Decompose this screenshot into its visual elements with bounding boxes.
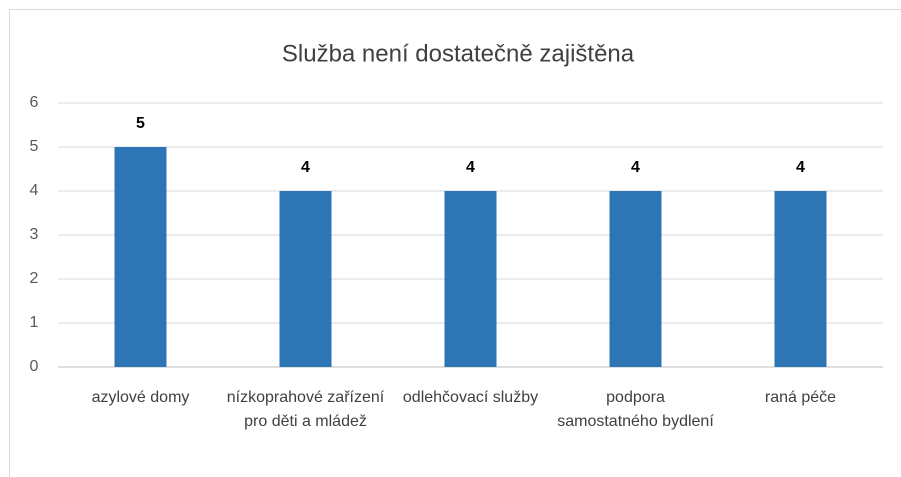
bar [774,191,827,367]
y-tick-label: 2 [30,270,39,287]
y-tick-label: 5 [30,138,39,155]
x-tick-label: raná péče [764,389,837,406]
data-label: 5 [136,115,145,132]
data-label: 4 [466,159,475,176]
data-label: 4 [631,159,640,176]
bar [609,191,662,367]
data-label: 4 [301,159,310,176]
y-tick-label: 0 [30,358,39,375]
x-tick-label: podpora samostatného bydlení [557,389,714,430]
bar [279,191,332,367]
y-tick-label: 4 [30,182,39,199]
x-tick-label: odlehčovací služby [402,389,539,406]
bar [114,147,167,367]
x-tick-label: azylové domy [91,389,190,406]
y-tick-label: 3 [30,226,39,243]
y-tick-label: 6 [30,94,39,111]
y-tick-label: 1 [30,314,39,331]
chart-border [9,9,901,477]
x-tick-label: nízkoprahové zařízení pro děti a mládež [226,389,385,430]
data-label: 4 [796,159,805,176]
chart-title: Služba není dostatečně zajištěna [282,40,635,67]
bar [444,191,497,367]
